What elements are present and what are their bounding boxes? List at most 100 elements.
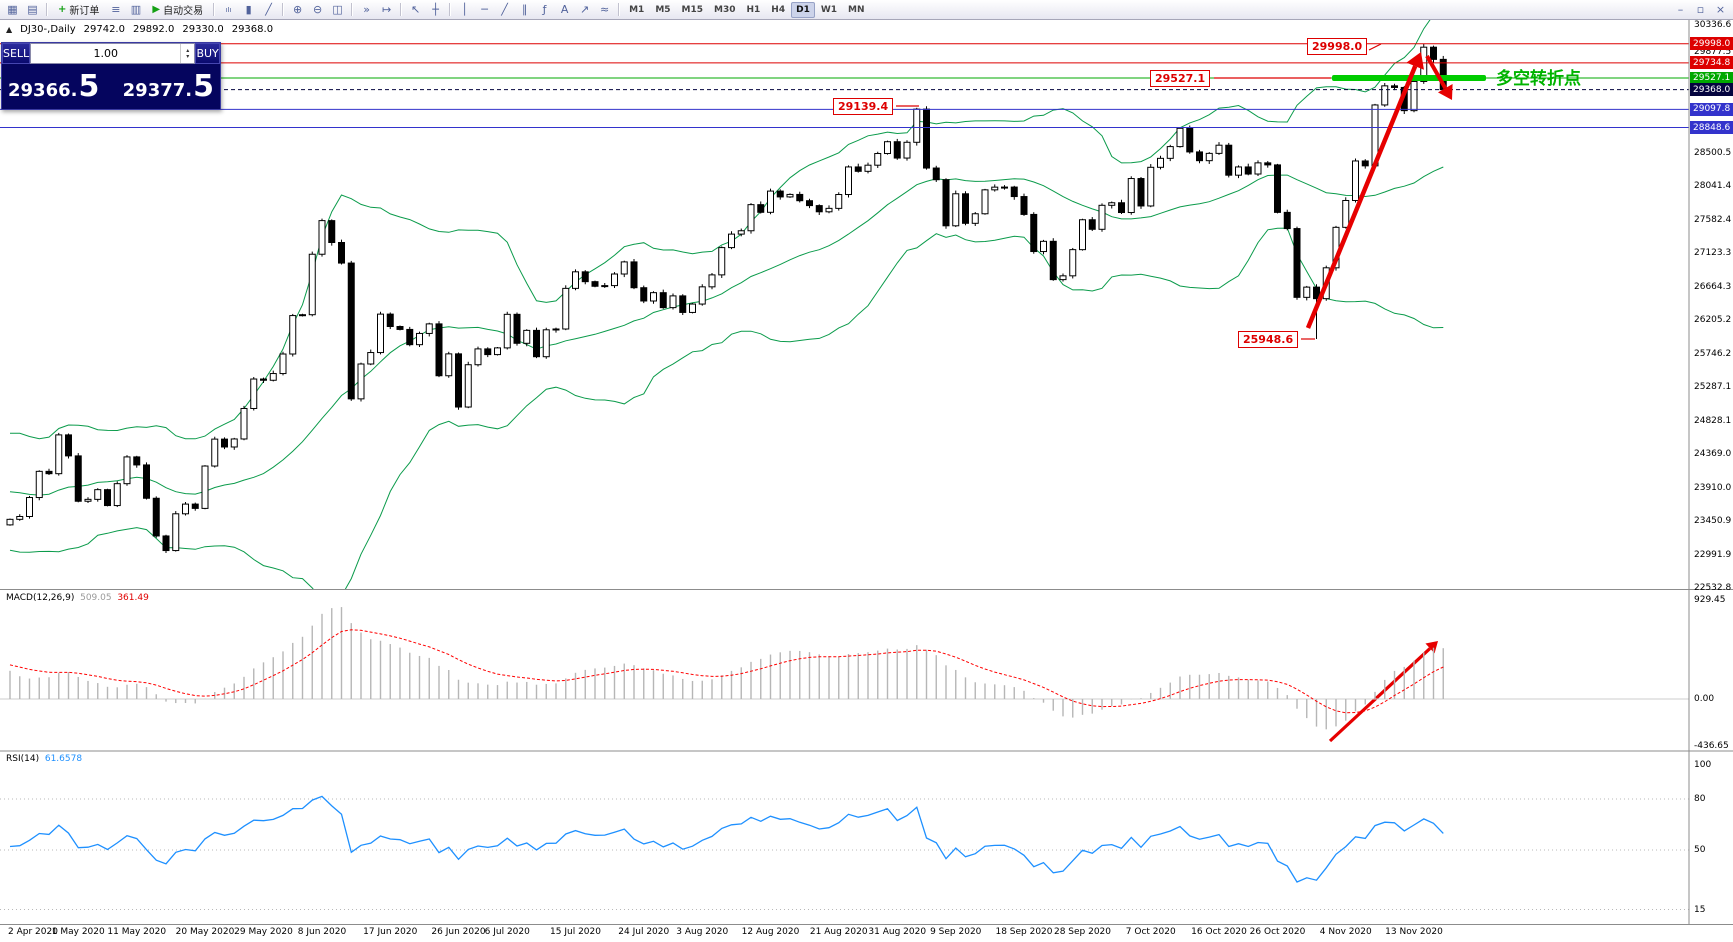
buy-button[interactable]: BUY	[195, 43, 220, 64]
zoom-in-icon[interactable]: ⊕	[292, 3, 303, 16]
chart-note-text[interactable]: 多空转折点	[1496, 69, 1581, 89]
timeframe-mn[interactable]: MN	[848, 4, 865, 15]
price-line-label: 29734.8	[1690, 56, 1733, 70]
toolbar-separator	[46, 3, 48, 16]
close-value: 29368.0	[231, 24, 274, 35]
one-click-collapse-icon[interactable]: ▲	[6, 25, 13, 34]
macd-scale-label: 0.00	[1694, 694, 1715, 704]
rsi-scale-label: 80	[1694, 794, 1706, 804]
date-label: 26 Jun 2020	[431, 927, 486, 937]
date-label: 18 Sep 2020	[995, 927, 1053, 937]
high-value: 29892.0	[132, 24, 175, 35]
spinner-up-icon[interactable]: ▴	[186, 46, 190, 54]
toolbar-separator	[449, 3, 452, 16]
chart-shift-icon[interactable]: ↦	[381, 3, 392, 16]
price-callout-25948[interactable]: 25948.6	[1238, 331, 1299, 348]
volume-input[interactable]	[31, 44, 181, 63]
indicators-icon[interactable]: ≈	[599, 3, 610, 16]
macd-scale-label: 929.45	[1694, 594, 1726, 605]
price-tick-label: 27123.3	[1694, 248, 1732, 259]
date-label: 13 Nov 2020	[1385, 927, 1443, 937]
macd-scale-label: -436.65	[1694, 740, 1729, 751]
window-close-icon[interactable]: ×	[1715, 3, 1726, 16]
price-line-label: 29998.0	[1690, 37, 1733, 51]
bar-chart-icon[interactable]: ıIı	[225, 5, 232, 14]
macd-indicator-label: MACD(12,26,9) 509.05 361.49	[6, 593, 149, 603]
sell-button[interactable]: SELL	[2, 43, 31, 64]
date-label: 26 Oct 2020	[1249, 927, 1306, 937]
price-tick-label: 23450.9	[1694, 516, 1732, 527]
spinner-down-icon[interactable]: ▾	[186, 52, 190, 60]
date-label: 17 Jun 2020	[363, 927, 418, 937]
volume-spinner[interactable]: ▴ ▾	[180, 44, 194, 63]
window-minimize-icon[interactable]: –	[1677, 3, 1684, 16]
timeframe-h4[interactable]: H4	[771, 4, 786, 15]
cursor-icon[interactable]: ↖	[410, 3, 421, 16]
trendline-icon[interactable]: ╱	[501, 3, 508, 16]
buy-price[interactable]: 29377. 5	[122, 69, 214, 104]
rsi-layer	[0, 795, 1689, 910]
new-order-button[interactable]: + 新订单	[52, 1, 105, 18]
new-chart-icon[interactable]: ▦	[7, 3, 18, 16]
date-label: 7 Oct 2020	[1125, 927, 1176, 937]
price-callout-29139[interactable]: 29139.4	[833, 98, 894, 115]
zoom-out-icon[interactable]: ⊖	[312, 3, 323, 16]
volume-box: ▴ ▾	[30, 43, 196, 64]
horizontal-line-icon[interactable]: ─	[481, 3, 488, 16]
price-tick-label: 30336.6	[1694, 20, 1732, 30]
timeframe-m30[interactable]: M30	[714, 4, 736, 15]
rsi-scale-label: 15	[1694, 904, 1706, 915]
timeframe-w1[interactable]: W1	[820, 4, 838, 15]
open-value: 29742.0	[83, 24, 125, 35]
crosshair-icon[interactable]: ┼	[432, 3, 439, 16]
toolbar-separator	[400, 3, 403, 16]
date-label: 24 Jul 2020	[618, 927, 670, 937]
timeframe-m1[interactable]: M1	[629, 4, 645, 15]
toolbar-separator	[213, 3, 216, 16]
date-label: 31 Aug 2020	[868, 927, 927, 937]
autotrading-button[interactable]: ▶ 自动交易	[146, 1, 209, 18]
toolbar: ▦ ▤ + 新订单 ≡ ▥ ▶ 自动交易 ıIı ▮ ╱ ⊕ ⊖ ◫ » ↦ ↖ ┼ │ ─ ╱ ∥ ƒ A ↗ ≈ M1 M5 M15…	[0, 0, 1733, 20]
timeframe-m15[interactable]: M15	[681, 4, 704, 15]
timeframe-d1[interactable]: D1	[791, 1, 815, 18]
price-line-label: 29527.1	[1690, 71, 1733, 85]
trend-arrow	[1425, 641, 1438, 654]
tile-windows-icon[interactable]: ◫	[332, 3, 343, 16]
price-tick-label: 29877.5	[1694, 47, 1732, 58]
line-chart-icon[interactable]: ╱	[265, 3, 272, 16]
candlestick-chart-icon[interactable]: ▮	[245, 3, 252, 16]
date-label: 1 May 2020	[51, 927, 105, 937]
auto-scroll-icon[interactable]: »	[363, 3, 370, 16]
date-label: 20 May 2020	[175, 927, 235, 937]
timeframe-h1[interactable]: H1	[746, 4, 761, 15]
date-label: 8 Jun 2020	[297, 927, 347, 937]
price-tick-label: 22991.9	[1694, 549, 1732, 560]
date-label: 6 Jul 2020	[484, 927, 530, 937]
chart-profiles-icon[interactable]: ▤	[27, 3, 38, 16]
chart-ohlc-info: ▲ DJ30-,Daily 29742.0 29892.0 29330.0 29…	[6, 24, 273, 35]
price-tick-label: 22532.8	[1694, 583, 1732, 594]
vertical-line-icon[interactable]: │	[461, 3, 468, 16]
autotrading-icon: ▶	[152, 4, 161, 15]
price-callout-29998[interactable]: 29998.0	[1307, 38, 1368, 55]
timeframe-m5[interactable]: M5	[655, 4, 671, 15]
window-restore-icon[interactable]: ▫	[1696, 3, 1705, 16]
one-click-trading-panel: SELL ▴ ▾ BUY 29366.5 29377.5	[1, 42, 221, 110]
price-tick-label: 28500.5	[1694, 147, 1732, 158]
equidistant-channel-icon[interactable]: ∥	[521, 3, 528, 16]
market-watch-icon[interactable]: ≡	[111, 3, 121, 16]
symbol-period-label: DJ30-,Daily	[20, 24, 76, 35]
arrows-icon[interactable]: ↗	[579, 3, 590, 16]
price-tick-label: 26664.3	[1694, 281, 1732, 292]
text-label-icon[interactable]: A	[560, 3, 569, 16]
fibonacci-icon[interactable]: ƒ	[542, 3, 547, 16]
data-window-icon[interactable]: ▥	[130, 3, 142, 16]
date-label: 4 Nov 2020	[1319, 927, 1372, 937]
price-tick-label: 24828.1	[1694, 415, 1732, 426]
sell-price[interactable]: 29366. 5	[8, 69, 100, 104]
autotrading-button-label: 自动交易	[163, 6, 204, 17]
price-callout-29527[interactable]: 29527.1	[1150, 70, 1211, 87]
price-tick-label: 25746.2	[1694, 348, 1732, 359]
price-tick-label: 27582.4	[1694, 214, 1732, 225]
